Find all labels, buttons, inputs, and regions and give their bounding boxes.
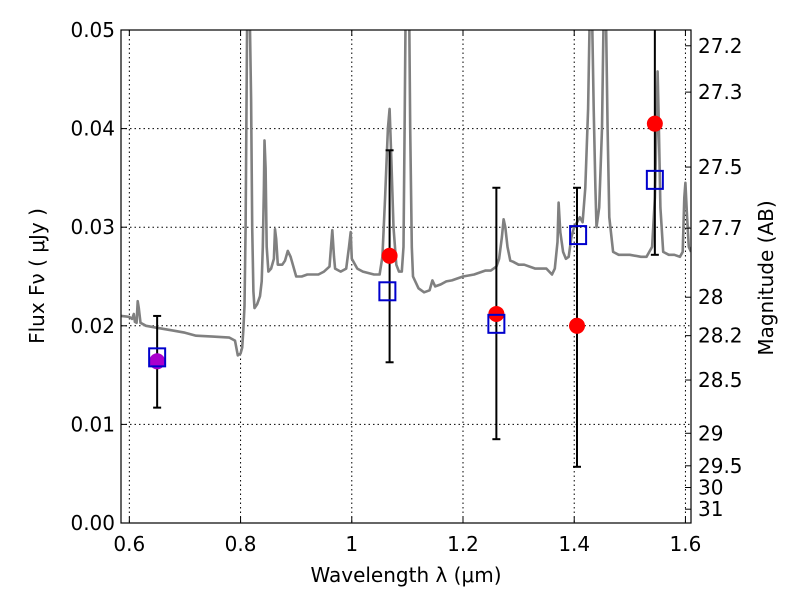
mag-tick-label: 29 [698, 421, 723, 445]
mag-tick-label: 30 [698, 476, 723, 500]
y-axis-right-label: Magnitude (AB) [754, 200, 778, 355]
y-tick-label: 0.05 [70, 18, 115, 42]
model-point [487, 313, 506, 334]
y-tick-label: 0.04 [70, 117, 115, 141]
x-tick-label: 1.4 [558, 532, 590, 556]
mag-tick-label: 28 [698, 285, 723, 309]
mag-tick-label: 27.7 [698, 216, 743, 240]
model-point [569, 225, 588, 246]
y-tick-label: 0.02 [70, 314, 115, 338]
spectrum-line [121, 30, 691, 357]
mag-tick-label: 28.2 [698, 324, 743, 348]
x-axis-label: Wavelength λ (μm) [310, 563, 501, 587]
mag-tick-label: 31 [698, 497, 723, 521]
spectrum-layer [121, 30, 691, 357]
flux-point [569, 317, 585, 334]
x-tick-label: 0.8 [225, 532, 257, 556]
model-point [148, 347, 167, 368]
x-tick-label: 1.6 [670, 532, 702, 556]
mag-tick-label: 27.3 [698, 80, 743, 104]
mag-tick-label: 27.2 [698, 34, 743, 58]
model-point [378, 281, 397, 302]
y-tick-label: 0.01 [70, 412, 115, 436]
mag-tick-label: 28.5 [698, 368, 743, 392]
x-tick-label: 1.2 [447, 532, 479, 556]
x-tick-label: 1 [345, 532, 358, 556]
mag-tick-label: 27.5 [698, 155, 743, 179]
y-tick-label: 0.03 [70, 215, 115, 239]
square-layer [148, 169, 664, 368]
mag-tick-label: 29.5 [698, 454, 743, 478]
tick-layer: 0.6 0.8 1 1.2 1.4 1.6 0.00 0.01 0.02 0.03 0.04 0.05… [70, 18, 742, 556]
flux-point [646, 115, 663, 132]
model-point [645, 169, 664, 190]
plot-frame [120, 29, 692, 524]
y-tick-label: 0.00 [70, 511, 115, 535]
flux-point [149, 353, 166, 370]
x-tick-label: 0.6 [113, 532, 145, 556]
flux-point [381, 247, 398, 264]
circle-layer [149, 115, 663, 370]
y-axis-label: Flux Fν ( μJy ) [25, 208, 49, 344]
